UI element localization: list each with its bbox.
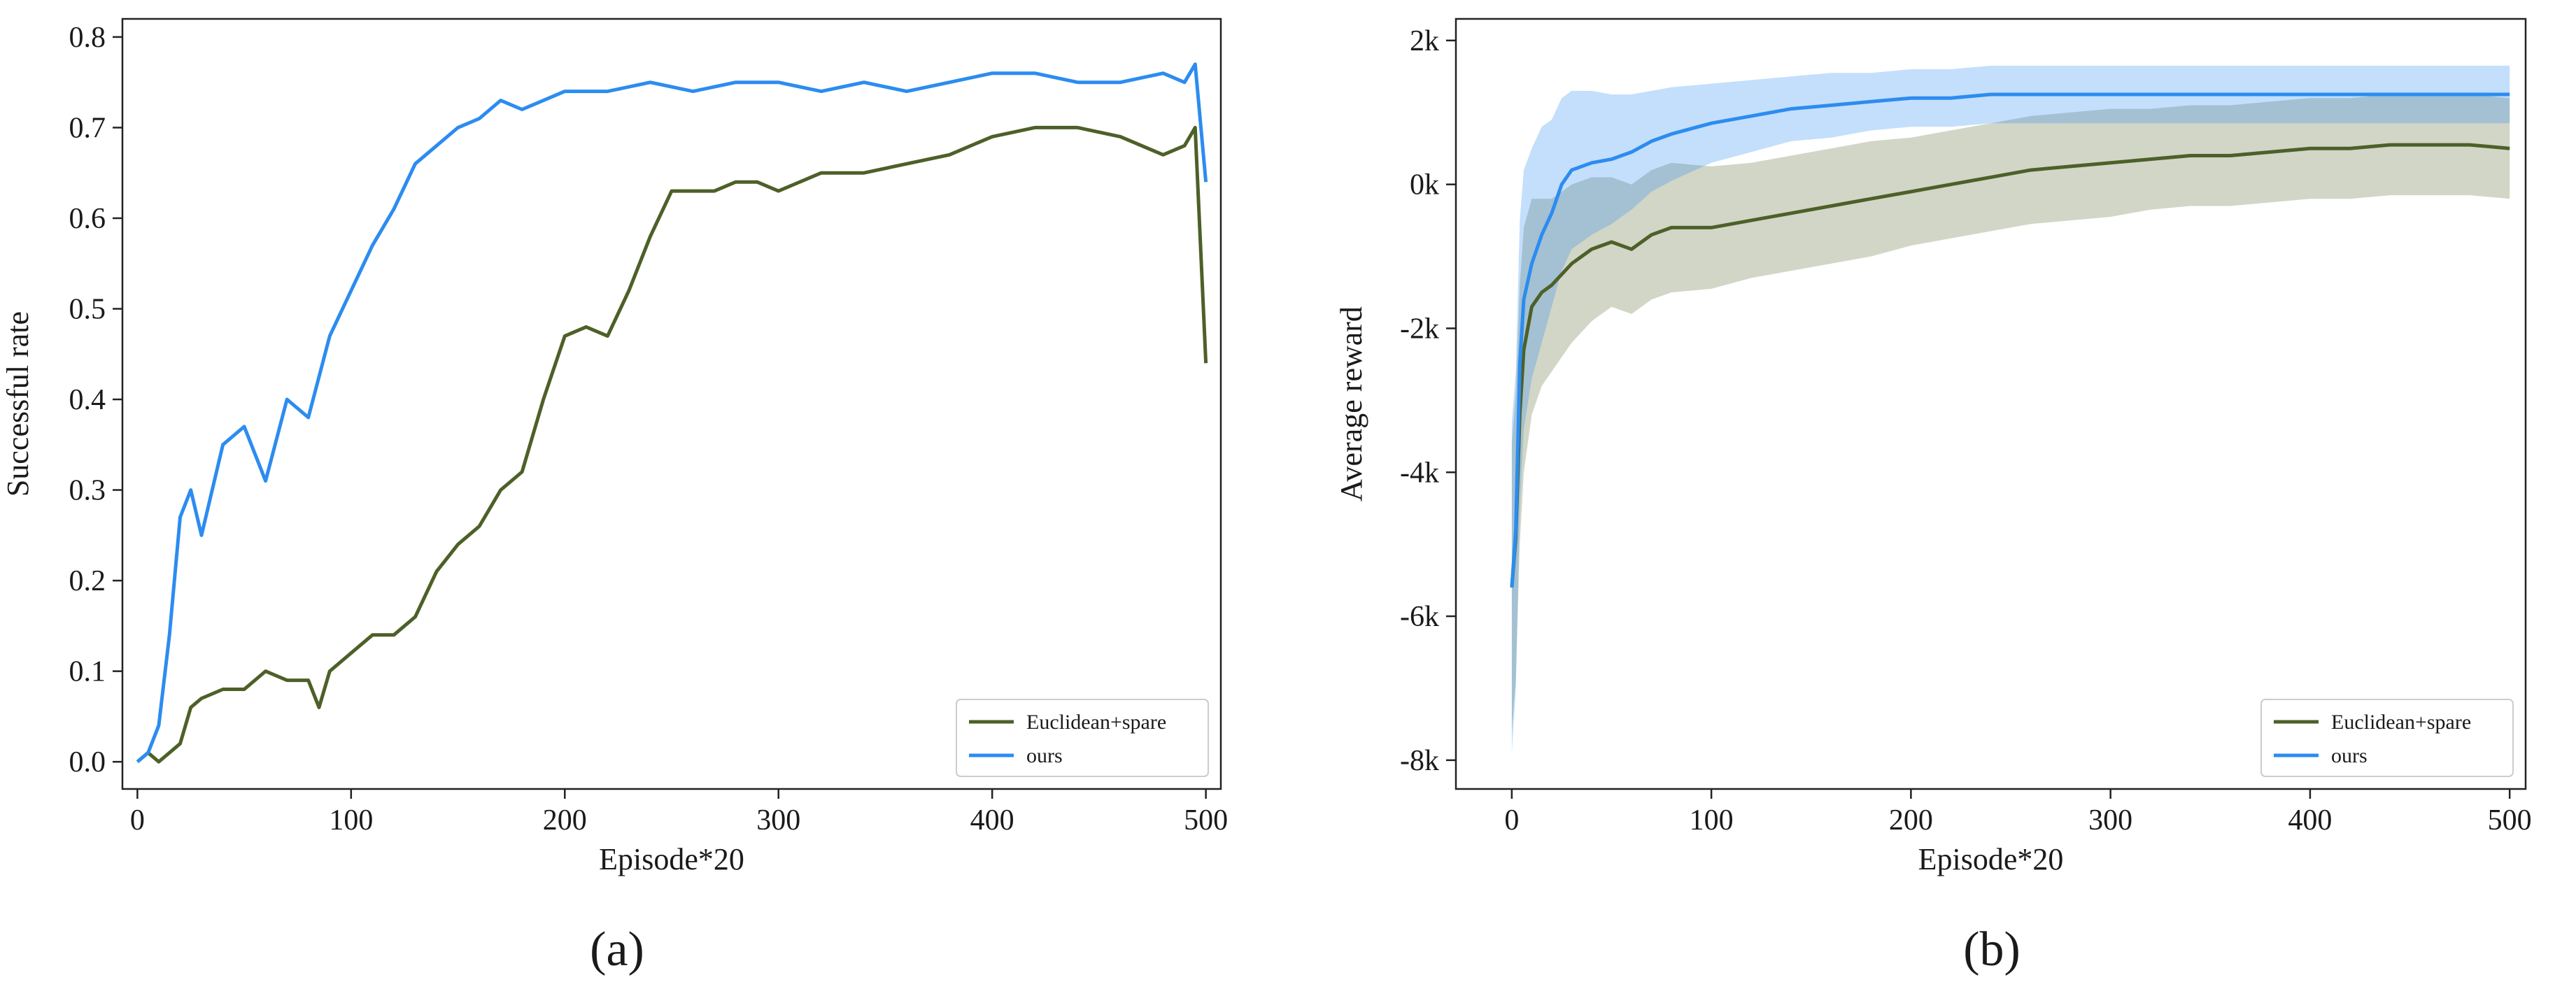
series-line-ours [136,62,1208,764]
axes-frame [121,17,1222,790]
y-tick-label: -4k [1400,457,1439,489]
legend-label-euclidean-spare: Euclidean+spare [1026,711,1166,734]
y-tick-label: 0.1 [69,656,106,688]
legend-label-euclidean-spare: Euclidean+spare [2331,711,2471,734]
series-line-euclidean-spare [136,125,1208,764]
series-line-ours [1510,92,2510,588]
x-axis-label: Episode*20 [1918,842,2064,876]
series-band-euclidean-spare [1511,94,2510,732]
y-tick-label: 0.6 [69,203,106,235]
legend: Euclidean+spare ours [956,699,1209,777]
x-tick-label: 500 [1184,804,1228,837]
x-tick-label: 100 [329,804,373,837]
x-tick-label: 200 [1889,804,1933,837]
x-tick-label: 100 [1690,804,1734,837]
y-tick-label: 0.4 [69,384,106,416]
x-tick-label: 500 [2488,804,2532,837]
chart-panel-a: 0 100 200 300 400 500 0.0 0.1 0.2 0.3 0.4 0.5 0.6 0.7… [1,17,1228,976]
y-tick-label: -2k [1400,313,1439,345]
plot-area [136,62,1208,764]
axes-frame [1455,17,2527,790]
x-tick-label: 400 [970,804,1014,837]
plot-area [1510,65,2510,753]
x-tick-label: 400 [2288,804,2332,837]
y-tick-label: 0.3 [69,475,106,507]
legend-label-ours: ours [1026,744,1063,767]
legend: Euclidean+spare ours [2260,699,2514,777]
x-tick-label: 0 [130,804,145,837]
y-tick-label: 0.8 [69,22,106,54]
y-tick-label: 0.5 [69,293,106,325]
panel-label: (a) [590,923,644,976]
series-line-euclidean-spare [1510,143,2510,588]
y-tick-label: 0.2 [69,565,106,597]
y-axis-label: Successful rate [1,311,35,497]
y-tick-label: 2k [1410,25,1439,57]
legend-box [2260,699,2514,777]
y-tick-label: 0.7 [69,112,106,144]
y-tick-label: -6k [1400,601,1439,633]
legend-box [956,699,1209,777]
y-tick-label: -8k [1400,745,1439,777]
series-band-ours [1511,65,2510,753]
panel-label: (b) [1963,923,2021,976]
x-tick-label: 200 [543,804,587,837]
y-tick-label: 0.0 [69,746,106,778]
x-tick-label: 300 [2088,804,2132,837]
x-tick-label: 0 [1504,804,1519,837]
chart-panel-b: 0 100 200 300 400 500 -8k -6k -4k -2k 0k 2k Episode*… [1334,17,2532,976]
x-tick-label: 300 [756,804,800,837]
x-axis-label: Episode*20 [599,842,744,876]
y-axis-label: Average reward [1334,306,1368,502]
y-tick-label: 0k [1410,169,1439,201]
legend-label-ours: ours [2331,744,2368,767]
